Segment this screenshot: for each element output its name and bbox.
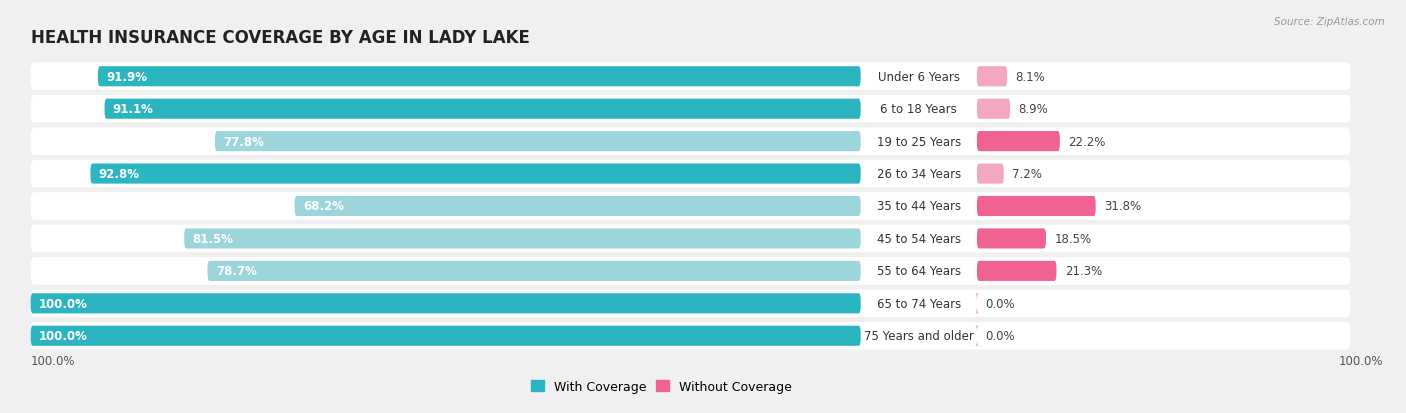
Text: 31.8%: 31.8% (1104, 200, 1142, 213)
Text: 100.0%: 100.0% (39, 297, 87, 310)
FancyBboxPatch shape (977, 164, 1004, 184)
Text: 35 to 44 Years: 35 to 44 Years (877, 200, 960, 213)
FancyBboxPatch shape (98, 67, 860, 87)
FancyBboxPatch shape (977, 132, 1060, 152)
FancyBboxPatch shape (31, 290, 1350, 317)
Text: 55 to 64 Years: 55 to 64 Years (877, 265, 960, 278)
Text: 81.5%: 81.5% (193, 233, 233, 245)
Text: Under 6 Years: Under 6 Years (877, 71, 960, 83)
FancyBboxPatch shape (184, 229, 860, 249)
Text: 26 to 34 Years: 26 to 34 Years (877, 168, 960, 180)
Text: 6 to 18 Years: 6 to 18 Years (880, 103, 957, 116)
Text: 92.8%: 92.8% (98, 168, 139, 180)
FancyBboxPatch shape (977, 229, 1046, 249)
FancyBboxPatch shape (31, 160, 1350, 188)
FancyBboxPatch shape (31, 294, 860, 313)
Text: 77.8%: 77.8% (224, 135, 264, 148)
FancyBboxPatch shape (977, 197, 1095, 216)
FancyBboxPatch shape (31, 193, 1350, 220)
Text: 18.5%: 18.5% (1054, 233, 1091, 245)
Text: 100.0%: 100.0% (39, 330, 87, 342)
FancyBboxPatch shape (31, 96, 1350, 123)
FancyBboxPatch shape (31, 322, 1350, 350)
Text: 100.0%: 100.0% (1339, 354, 1384, 367)
Text: 7.2%: 7.2% (1012, 168, 1042, 180)
Text: 78.7%: 78.7% (215, 265, 257, 278)
FancyBboxPatch shape (31, 128, 1350, 156)
Text: 45 to 54 Years: 45 to 54 Years (877, 233, 960, 245)
FancyBboxPatch shape (31, 63, 1350, 91)
FancyBboxPatch shape (977, 100, 1010, 119)
Text: HEALTH INSURANCE COVERAGE BY AGE IN LADY LAKE: HEALTH INSURANCE COVERAGE BY AGE IN LADY… (31, 29, 530, 47)
FancyBboxPatch shape (90, 164, 860, 184)
FancyBboxPatch shape (977, 67, 1007, 87)
Text: 65 to 74 Years: 65 to 74 Years (877, 297, 960, 310)
Text: 91.1%: 91.1% (112, 103, 153, 116)
Text: 100.0%: 100.0% (31, 354, 75, 367)
Text: 8.9%: 8.9% (1018, 103, 1049, 116)
FancyBboxPatch shape (31, 225, 1350, 253)
FancyBboxPatch shape (977, 261, 1056, 281)
FancyBboxPatch shape (215, 132, 860, 152)
Legend: With Coverage, Without Coverage: With Coverage, Without Coverage (526, 375, 797, 398)
FancyBboxPatch shape (974, 326, 979, 346)
FancyBboxPatch shape (208, 261, 860, 281)
FancyBboxPatch shape (31, 326, 860, 346)
Text: 19 to 25 Years: 19 to 25 Years (877, 135, 960, 148)
Text: 0.0%: 0.0% (986, 330, 1015, 342)
Text: 68.2%: 68.2% (302, 200, 344, 213)
Text: 91.9%: 91.9% (107, 71, 148, 83)
FancyBboxPatch shape (31, 257, 1350, 285)
FancyBboxPatch shape (295, 197, 860, 216)
Text: 21.3%: 21.3% (1064, 265, 1102, 278)
Text: 22.2%: 22.2% (1069, 135, 1105, 148)
FancyBboxPatch shape (104, 100, 860, 119)
FancyBboxPatch shape (974, 294, 979, 313)
Text: 0.0%: 0.0% (986, 297, 1015, 310)
Text: 75 Years and older: 75 Years and older (863, 330, 974, 342)
Text: 8.1%: 8.1% (1015, 71, 1045, 83)
Text: Source: ZipAtlas.com: Source: ZipAtlas.com (1274, 17, 1385, 26)
